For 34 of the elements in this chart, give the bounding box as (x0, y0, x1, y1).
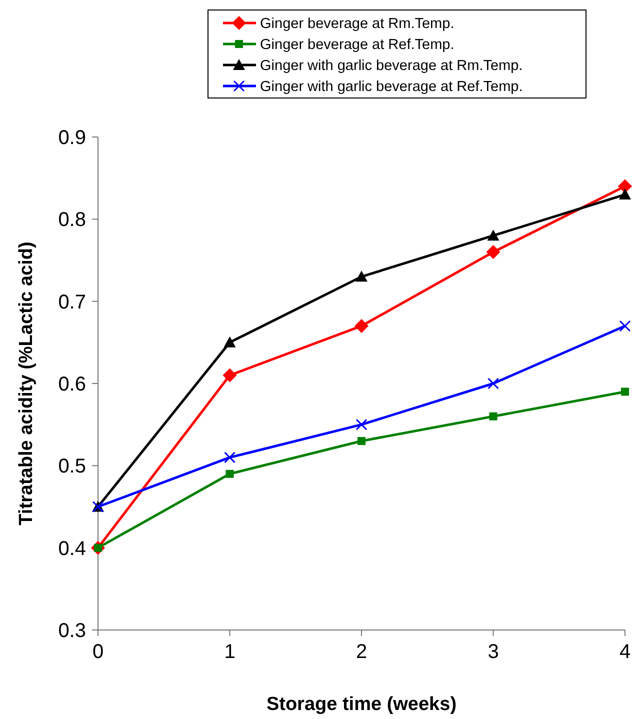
y-tick-label: 0.3 (58, 620, 86, 642)
y-tick-label: 0.5 (58, 456, 86, 478)
point (489, 412, 498, 420)
x-tick-label: 3 (488, 641, 499, 663)
point (222, 368, 237, 382)
legend-label: Ginger with garlic beverage at Ref.Temp. (260, 79, 523, 96)
legend-label: Ginger beverage at Ref.Temp. (260, 37, 454, 54)
y-tick-label: 0.7 (58, 291, 86, 314)
point (226, 470, 234, 478)
y-tick-label: 0.6 (58, 374, 86, 396)
point (488, 378, 499, 390)
point (354, 318, 368, 333)
point (619, 320, 631, 332)
point (618, 179, 632, 194)
point (621, 388, 629, 396)
point (487, 230, 500, 241)
y-axis-title: Titratable acidity (%Lactic acid) (16, 242, 37, 526)
point (358, 437, 366, 446)
x-tick-label: 2 (356, 641, 368, 663)
point (224, 336, 236, 348)
point (356, 418, 368, 430)
x-tick-label: 1 (224, 641, 236, 663)
y-tick-label: 0.8 (58, 209, 86, 232)
x-tick-label: 0 (92, 641, 104, 663)
legend-label: Ginger beverage at Rm.Temp. (260, 16, 454, 32)
x-tick-label: 4 (619, 641, 631, 663)
point (224, 452, 236, 464)
y-tick-label: 0.9 (58, 127, 86, 149)
x-axis-title: Storage time (weeks) (266, 694, 457, 715)
legend-label: Ginger with garlic beverage at Rm.Temp. (260, 58, 523, 74)
point (486, 245, 500, 260)
point (356, 270, 368, 282)
y-tick-label: 0.4 (58, 538, 86, 560)
point (619, 188, 631, 200)
